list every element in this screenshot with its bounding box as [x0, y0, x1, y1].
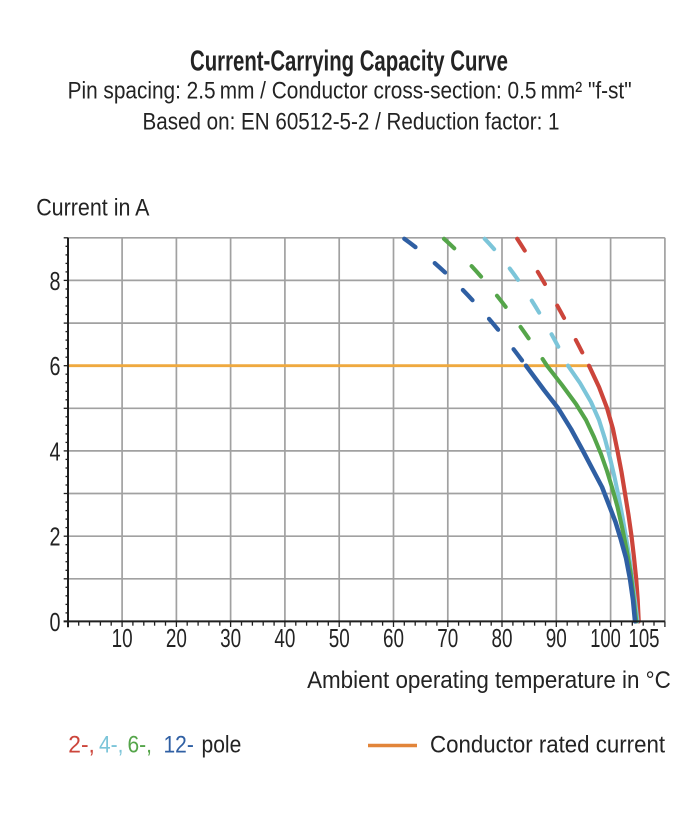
svg-text:30: 30: [220, 623, 241, 653]
svg-text:Current in A: Current in A: [36, 194, 149, 221]
svg-text:60: 60: [383, 623, 404, 653]
svg-text:70: 70: [437, 623, 458, 653]
svg-text:0: 0: [50, 607, 61, 637]
svg-text:Ambient operating temperature: Ambient operating temperature in °C: [307, 667, 671, 694]
svg-text:4-,: 4-,: [99, 732, 123, 759]
svg-text:Based on: EN 60512-5-2 / Reduc: Based on: EN 60512-5-2 / Reduction facto…: [143, 109, 560, 136]
svg-text:4: 4: [50, 436, 61, 466]
svg-text:90: 90: [546, 623, 567, 653]
svg-text:20: 20: [166, 623, 187, 653]
svg-text:Current-Carrying Capacity Curv: Current-Carrying Capacity Curve: [190, 45, 508, 77]
svg-text:6-,: 6-,: [128, 732, 153, 759]
svg-text:105: 105: [629, 623, 660, 653]
svg-text:10: 10: [112, 623, 133, 653]
svg-text:2-,: 2-,: [68, 732, 95, 759]
svg-text:100: 100: [590, 623, 621, 653]
svg-text:50: 50: [329, 623, 350, 653]
svg-text:8: 8: [50, 266, 61, 296]
svg-text:pole: pole: [202, 732, 242, 759]
svg-text:80: 80: [492, 623, 513, 653]
svg-text:12-: 12-: [164, 732, 194, 759]
svg-text:Conductor rated current: Conductor rated current: [430, 732, 665, 759]
svg-text:6: 6: [50, 351, 61, 381]
svg-text:Pin spacing: 2.5 mm / Conducto: Pin spacing: 2.5 mm / Conductor cross-se…: [68, 78, 632, 105]
svg-text:40: 40: [274, 623, 295, 653]
svg-text:2: 2: [50, 522, 61, 552]
